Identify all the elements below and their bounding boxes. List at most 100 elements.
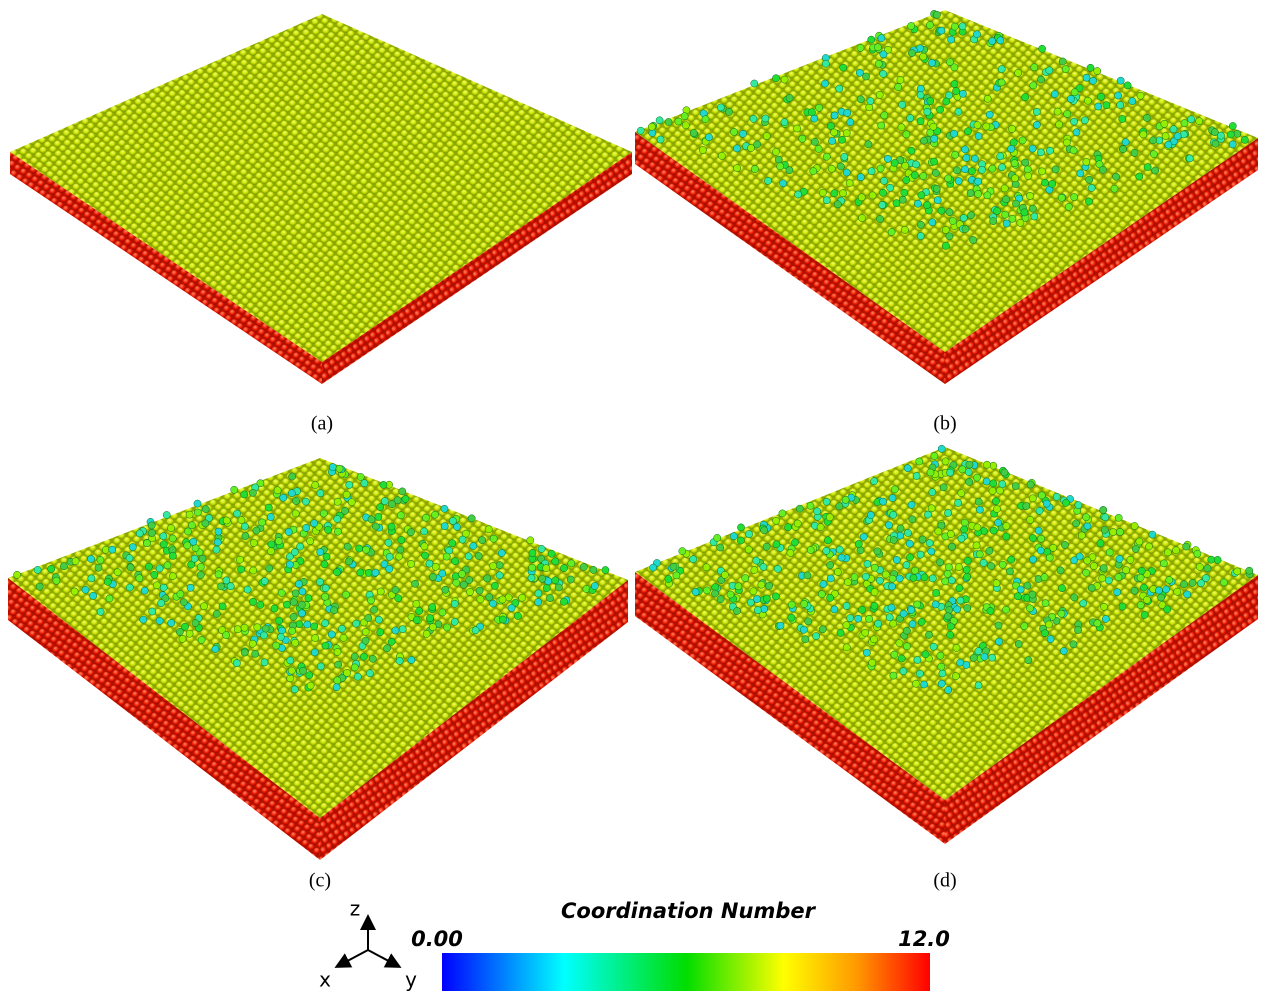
atom bbox=[866, 615, 873, 622]
atom bbox=[1138, 567, 1145, 574]
atom bbox=[371, 606, 378, 613]
atom bbox=[986, 547, 993, 554]
atom bbox=[950, 130, 957, 137]
atom bbox=[231, 486, 238, 493]
atom bbox=[973, 31, 980, 38]
atom bbox=[975, 178, 982, 185]
atom bbox=[679, 548, 686, 555]
y-arrow bbox=[368, 950, 398, 966]
atom bbox=[168, 525, 175, 532]
atom bbox=[1003, 533, 1010, 540]
atom bbox=[392, 586, 399, 593]
atom bbox=[888, 604, 895, 611]
atom bbox=[354, 673, 361, 680]
atom bbox=[292, 510, 299, 517]
atom bbox=[955, 564, 962, 571]
atom bbox=[1070, 118, 1077, 125]
atom bbox=[886, 614, 893, 621]
atom bbox=[890, 672, 897, 679]
atom bbox=[126, 584, 133, 591]
atom bbox=[188, 522, 195, 529]
atom bbox=[924, 201, 931, 208]
atom bbox=[826, 514, 833, 521]
atom bbox=[1246, 567, 1253, 574]
atom bbox=[1116, 555, 1123, 562]
atom bbox=[682, 122, 689, 129]
atom bbox=[169, 535, 176, 542]
atom bbox=[1027, 481, 1034, 488]
atom bbox=[267, 513, 274, 520]
atom bbox=[194, 509, 201, 516]
atom bbox=[927, 97, 934, 104]
atom bbox=[234, 626, 241, 633]
atom bbox=[952, 673, 959, 680]
atom bbox=[528, 574, 535, 581]
x-arrow bbox=[338, 950, 368, 966]
atom bbox=[1030, 82, 1037, 89]
atom bbox=[1071, 557, 1078, 564]
atom bbox=[271, 605, 278, 612]
atom bbox=[1102, 514, 1109, 521]
atom bbox=[53, 577, 60, 584]
atom bbox=[802, 636, 809, 643]
atom bbox=[843, 130, 850, 137]
atom bbox=[567, 576, 574, 583]
atom bbox=[453, 579, 460, 586]
atom bbox=[293, 497, 300, 504]
atom bbox=[95, 564, 102, 571]
atom bbox=[241, 624, 248, 631]
atom bbox=[864, 560, 871, 567]
atom bbox=[1031, 64, 1038, 71]
atom bbox=[1073, 520, 1080, 527]
atom bbox=[356, 545, 363, 552]
atom bbox=[429, 624, 436, 631]
atom bbox=[1084, 97, 1091, 104]
atom bbox=[351, 653, 358, 660]
atom bbox=[241, 523, 248, 530]
atom bbox=[1180, 581, 1187, 588]
atom bbox=[871, 636, 878, 643]
atom bbox=[867, 511, 874, 518]
atom bbox=[1105, 577, 1112, 584]
atom bbox=[862, 73, 869, 80]
atom bbox=[931, 453, 938, 460]
atom bbox=[908, 50, 915, 57]
atom bbox=[322, 585, 329, 592]
atom bbox=[102, 546, 109, 553]
atom bbox=[1033, 121, 1040, 128]
atom bbox=[810, 168, 817, 175]
atom bbox=[717, 544, 724, 551]
atom bbox=[1100, 603, 1107, 610]
atom bbox=[407, 560, 414, 567]
atom bbox=[945, 564, 952, 571]
atom bbox=[842, 496, 849, 503]
atom bbox=[388, 501, 395, 508]
atom bbox=[1011, 160, 1018, 167]
atom bbox=[357, 569, 364, 576]
atom bbox=[1099, 575, 1106, 582]
atom bbox=[946, 209, 953, 216]
atom bbox=[928, 505, 935, 512]
atom bbox=[361, 480, 368, 487]
atom bbox=[423, 630, 430, 637]
atom bbox=[1137, 602, 1144, 609]
atom bbox=[262, 625, 269, 632]
atom bbox=[164, 562, 171, 569]
atom bbox=[1057, 567, 1064, 574]
atom bbox=[891, 486, 898, 493]
atom bbox=[312, 635, 319, 642]
atom bbox=[261, 578, 268, 585]
atom bbox=[177, 591, 184, 598]
atom bbox=[937, 652, 944, 659]
atom bbox=[962, 146, 969, 153]
atom bbox=[948, 543, 955, 550]
atom bbox=[824, 537, 831, 544]
atom bbox=[496, 572, 503, 579]
atom bbox=[940, 484, 947, 491]
atom bbox=[381, 498, 388, 505]
atom bbox=[807, 502, 814, 509]
atom bbox=[908, 147, 915, 154]
atom bbox=[1088, 584, 1095, 591]
atom bbox=[439, 609, 446, 616]
atom bbox=[156, 565, 163, 572]
